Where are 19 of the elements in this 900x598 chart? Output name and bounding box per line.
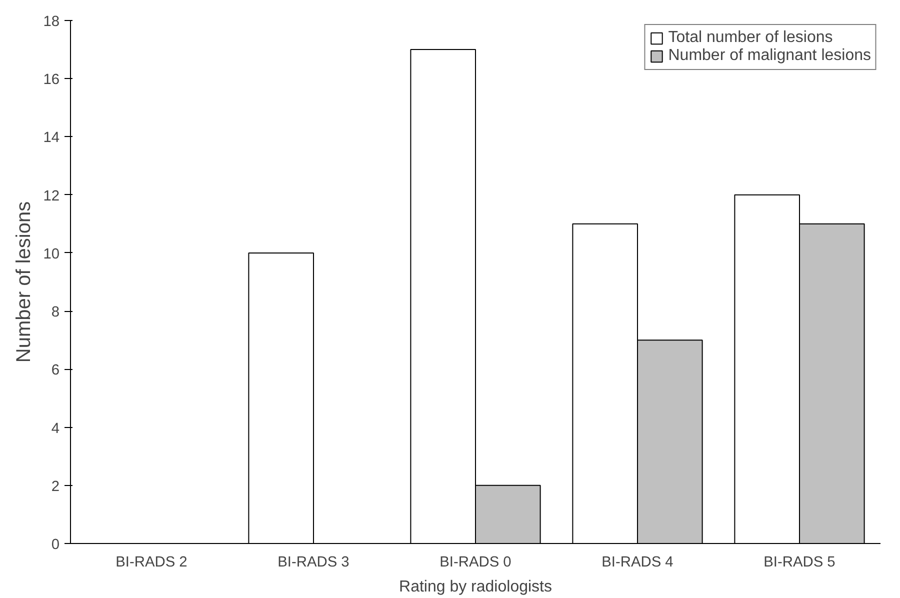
y-tick-label: 8	[51, 304, 60, 321]
y-tick-label: 2	[51, 478, 60, 495]
x-tick-label: BI-RADS 5	[764, 554, 836, 570]
y-tick-label: 12	[43, 188, 60, 204]
y-tick-label: 14	[43, 130, 60, 146]
y-axis-title: Number of lesions	[13, 201, 36, 363]
x-tick-label: BI-RADS 2	[116, 554, 188, 570]
y-tick-label: 10	[43, 246, 60, 262]
legend-label: Total number of lesions	[668, 29, 833, 47]
y-tick-label: 6	[51, 362, 60, 379]
y-tick-label: 18	[43, 14, 60, 30]
y-tick-label: 16	[43, 72, 60, 88]
x-axis-title: Rating by radiologists	[399, 578, 552, 596]
x-tick-label: BI-RADS 0	[440, 554, 512, 570]
y-tick-label: 4	[51, 420, 60, 437]
y-tick-label: 0	[51, 537, 60, 553]
legend-label: Number of malignant lesions	[668, 47, 871, 65]
x-tick-label: BI-RADS 3	[278, 554, 350, 570]
x-tick-label: BI-RADS 4	[602, 554, 674, 570]
